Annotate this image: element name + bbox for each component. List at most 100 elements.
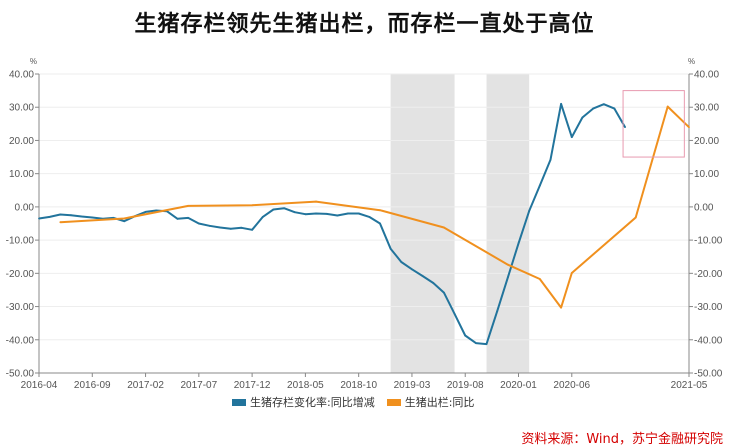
y-tick-label-left: 10.00: [9, 169, 34, 180]
y-tick-label-right: 40.00: [694, 70, 719, 81]
data-point-series-2: [187, 204, 190, 207]
shaded-period-1: [390, 74, 455, 373]
data-point-series-1: [389, 247, 392, 250]
data-point-series-1: [155, 209, 158, 212]
data-point-series-2: [379, 209, 381, 212]
data-point-series-2: [443, 226, 445, 229]
data-point-series-1: [144, 210, 147, 213]
y-tick-label-left: -50.00: [6, 369, 35, 380]
data-point-series-1: [304, 213, 307, 216]
data-point-series-1: [315, 212, 317, 215]
y-tick-label-left: -20.00: [6, 269, 35, 280]
y-tick-label-left: -10.00: [6, 236, 35, 247]
data-point-series-1: [176, 217, 179, 220]
legend-item-series-1: 生猪存栏变化率:同比增减: [232, 394, 375, 410]
y-tick-label-left: 20.00: [9, 136, 34, 147]
series-line-1: [38, 102, 626, 346]
data-point-series-1: [474, 342, 477, 344]
data-point-series-1: [48, 215, 51, 218]
data-point-series-1: [368, 215, 371, 218]
x-tick-label: 2016-04: [21, 380, 58, 391]
data-point-series-1: [208, 224, 211, 227]
data-point-series-1: [549, 158, 552, 161]
x-tick-label: 2020-06: [553, 380, 590, 391]
data-point-series-2: [634, 216, 637, 219]
x-tick-label: 2016-09: [74, 380, 111, 391]
x-tick-label: 2017-12: [234, 380, 271, 391]
data-point-series-1: [464, 334, 467, 337]
data-point-series-1: [219, 226, 222, 229]
data-point-series-1: [581, 116, 584, 119]
data-point-series-1: [379, 222, 381, 225]
data-point-series-1: [240, 226, 243, 229]
legend-label-series-2: 生猪出栏:同比: [404, 396, 475, 409]
data-point-series-1: [261, 215, 264, 218]
y-tick-label-right: 20.00: [694, 136, 719, 147]
data-point-series-1: [229, 227, 232, 230]
data-point-series-1: [517, 242, 520, 245]
y-axis-unit-left: %: [30, 57, 37, 66]
data-point-series-1: [443, 291, 445, 294]
x-tick-label: 2018-05: [287, 380, 324, 391]
data-point-series-1: [357, 212, 360, 215]
data-point-series-2: [59, 221, 62, 224]
y-tick-label-left: -30.00: [6, 302, 35, 313]
x-tick-label: 2018-10: [340, 380, 377, 391]
legend-swatch-series-1: [232, 398, 246, 406]
x-tick-label: 2021-05: [671, 380, 708, 391]
data-point-series-1: [325, 212, 328, 215]
data-point-series-2: [315, 200, 317, 203]
y-tick-label-left: 30.00: [9, 103, 34, 114]
data-point-series-2: [506, 263, 509, 266]
data-point-series-1: [421, 275, 424, 277]
data-point-series-1: [70, 214, 72, 217]
data-point-series-2: [538, 278, 541, 280]
data-point-series-1: [293, 211, 296, 214]
data-point-series-1: [528, 209, 531, 212]
data-point-series-1: [538, 184, 541, 187]
y-tick-label-left: -40.00: [6, 335, 35, 346]
source-note: 资料来源：Wind，苏宁金融研究院: [521, 432, 723, 447]
data-point-series-1: [560, 103, 563, 105]
data-point-series-1: [251, 228, 254, 231]
x-tick-label: 2017-07: [180, 380, 217, 391]
y-axis-unit-right: %: [688, 57, 695, 66]
data-point-series-1: [592, 107, 594, 110]
data-point-series-1: [570, 136, 573, 139]
data-point-series-1: [624, 126, 626, 129]
chart-area: 40.00 40.00 30.00 30.00 20.00 20.00 10.00 10.00…: [0, 50, 729, 395]
data-point-series-1: [485, 343, 488, 345]
data-point-series-1: [613, 107, 616, 110]
data-point-series-2: [123, 217, 126, 220]
data-point-series-1: [506, 276, 509, 279]
data-point-series-1: [336, 214, 339, 217]
chart-title: 生猪存栏领先生猪出栏，而存栏一直处于高位: [134, 12, 595, 37]
shaded-period-2: [486, 74, 530, 373]
data-point-series-1: [453, 312, 456, 315]
data-point-series-1: [400, 261, 403, 263]
highlight-box: [622, 90, 685, 158]
legend-swatch-series-2: [386, 398, 401, 406]
x-tick-label: 2019-08: [447, 380, 484, 391]
y-tick-label-right: -30.00: [694, 302, 723, 313]
data-point-series-1: [123, 220, 126, 223]
data-point-series-1: [59, 213, 62, 216]
data-point-series-1: [432, 282, 435, 284]
data-point-series-1: [602, 103, 605, 106]
data-point-series-1: [272, 208, 275, 211]
y-tick-label-right: -40.00: [694, 335, 723, 346]
y-tick-label-right: 30.00: [694, 103, 719, 114]
y-tick-label-right: -10.00: [694, 236, 723, 247]
data-point-series-1: [347, 212, 349, 215]
data-point-series-1: [197, 222, 200, 225]
y-tick-label-left: 40.00: [9, 70, 34, 81]
y-tick-label-right: -20.00: [694, 269, 723, 280]
data-point-series-1: [411, 268, 413, 271]
x-tick-label: 2019-03: [394, 380, 431, 391]
y-tick-label-right: -50.00: [694, 369, 723, 380]
line-chart: 40.00 40.00 30.00 30.00 20.00 20.00 10.00 10.00…: [6, 57, 723, 391]
data-point-series-1: [283, 207, 285, 210]
y-tick-label-right: 10.00: [694, 169, 719, 180]
x-tick-label: 2017-02: [127, 380, 164, 391]
data-point-series-2: [688, 126, 690, 129]
